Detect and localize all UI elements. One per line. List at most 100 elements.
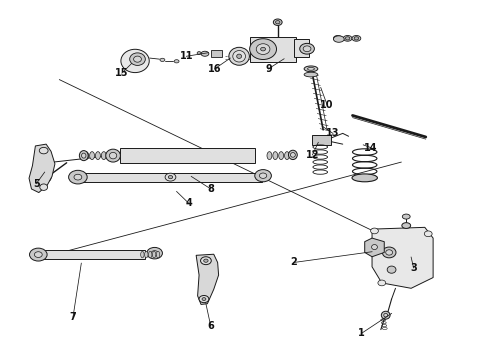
Ellipse shape — [134, 56, 142, 62]
Ellipse shape — [130, 53, 146, 66]
Ellipse shape — [160, 58, 165, 62]
Ellipse shape — [69, 170, 87, 184]
Bar — [250, 37, 296, 62]
Ellipse shape — [402, 214, 410, 219]
Ellipse shape — [201, 51, 209, 56]
Ellipse shape — [256, 44, 270, 54]
Polygon shape — [365, 238, 384, 257]
Ellipse shape — [113, 152, 118, 159]
Ellipse shape — [156, 251, 160, 258]
Ellipse shape — [152, 251, 156, 258]
Ellipse shape — [354, 37, 359, 40]
Ellipse shape — [174, 60, 179, 63]
Ellipse shape — [199, 296, 209, 303]
Text: 12: 12 — [306, 150, 319, 160]
Text: 10: 10 — [320, 100, 334, 110]
Ellipse shape — [165, 173, 176, 181]
Ellipse shape — [424, 231, 432, 237]
Ellipse shape — [333, 36, 344, 42]
Ellipse shape — [39, 147, 48, 154]
Ellipse shape — [304, 72, 318, 77]
Ellipse shape — [308, 67, 315, 70]
Ellipse shape — [107, 152, 112, 159]
Ellipse shape — [202, 298, 206, 301]
Ellipse shape — [336, 37, 340, 40]
Ellipse shape — [101, 152, 106, 159]
Ellipse shape — [34, 252, 42, 257]
Text: 2: 2 — [291, 257, 297, 267]
Ellipse shape — [259, 173, 267, 179]
Text: 4: 4 — [185, 198, 192, 208]
Ellipse shape — [303, 46, 311, 51]
Ellipse shape — [378, 280, 386, 286]
Ellipse shape — [261, 47, 266, 51]
Bar — [42, 250, 145, 259]
Ellipse shape — [291, 153, 295, 157]
Ellipse shape — [96, 152, 100, 159]
Text: 13: 13 — [326, 129, 340, 138]
Ellipse shape — [145, 251, 148, 258]
Ellipse shape — [84, 152, 89, 159]
Text: 16: 16 — [208, 64, 221, 74]
Bar — [121, 148, 255, 163]
Ellipse shape — [289, 150, 297, 159]
Polygon shape — [29, 144, 55, 193]
Ellipse shape — [249, 39, 276, 59]
Ellipse shape — [204, 259, 208, 262]
Ellipse shape — [352, 36, 361, 41]
Text: 7: 7 — [70, 312, 76, 322]
Ellipse shape — [90, 152, 95, 159]
Ellipse shape — [381, 311, 390, 319]
Text: 11: 11 — [180, 51, 193, 61]
Ellipse shape — [81, 153, 86, 158]
Text: 9: 9 — [265, 64, 272, 74]
Ellipse shape — [371, 244, 377, 249]
Ellipse shape — [74, 174, 82, 180]
Ellipse shape — [200, 257, 211, 265]
Ellipse shape — [197, 51, 201, 54]
Ellipse shape — [109, 152, 117, 159]
Ellipse shape — [279, 152, 284, 159]
Text: 3: 3 — [410, 263, 417, 273]
Ellipse shape — [300, 43, 315, 54]
Text: 6: 6 — [207, 321, 214, 331]
Ellipse shape — [345, 37, 350, 40]
Ellipse shape — [402, 223, 411, 228]
Ellipse shape — [148, 251, 152, 258]
Ellipse shape — [304, 66, 318, 72]
Ellipse shape — [237, 54, 242, 58]
Ellipse shape — [386, 250, 392, 255]
Ellipse shape — [121, 49, 149, 73]
Bar — [79, 173, 262, 182]
Ellipse shape — [233, 50, 245, 62]
Ellipse shape — [168, 176, 172, 179]
Bar — [211, 50, 221, 57]
Text: 14: 14 — [364, 143, 378, 153]
Polygon shape — [196, 254, 219, 305]
Ellipse shape — [273, 152, 278, 159]
Ellipse shape — [285, 152, 290, 159]
Bar — [313, 135, 331, 145]
Text: 1: 1 — [358, 328, 365, 338]
Ellipse shape — [382, 247, 396, 258]
Ellipse shape — [151, 251, 158, 256]
Text: 8: 8 — [207, 184, 214, 194]
Ellipse shape — [273, 19, 282, 26]
Ellipse shape — [343, 36, 352, 41]
Ellipse shape — [333, 36, 342, 41]
Ellipse shape — [40, 184, 48, 190]
Ellipse shape — [370, 228, 378, 234]
Ellipse shape — [267, 152, 272, 159]
Ellipse shape — [384, 314, 388, 317]
Bar — [294, 39, 309, 57]
Ellipse shape — [147, 247, 162, 259]
Ellipse shape — [387, 266, 396, 273]
Ellipse shape — [141, 251, 144, 258]
Text: 5: 5 — [33, 179, 40, 189]
Ellipse shape — [79, 150, 88, 161]
Ellipse shape — [255, 170, 271, 182]
Ellipse shape — [43, 174, 51, 181]
Ellipse shape — [106, 149, 121, 162]
Ellipse shape — [275, 21, 280, 24]
Ellipse shape — [229, 47, 249, 65]
